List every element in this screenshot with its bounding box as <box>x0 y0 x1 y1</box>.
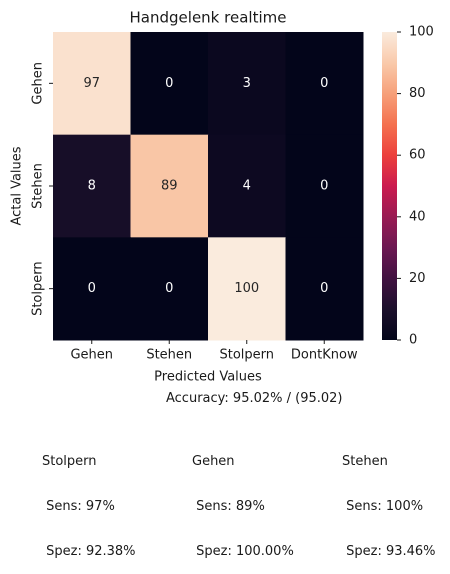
metric-spez: Spez: 92.38% <box>42 544 136 559</box>
cell-value-label: 100 <box>234 281 259 296</box>
metric-block-gehen: Gehen Sens: 89% Spez: 100.00% <box>192 424 294 574</box>
heatmap-cell <box>53 237 131 341</box>
heatmap-cell <box>130 134 209 238</box>
cell-value-label: 3 <box>243 76 251 91</box>
chart-title: Handgelenk realtime <box>130 9 287 27</box>
colorbar-tick-label: 20 <box>409 271 426 286</box>
colorbar-tick-label: 80 <box>409 86 426 101</box>
colorbar <box>382 32 397 340</box>
accuracy-text: Accuracy: 95.02% / (95.02) <box>166 391 343 406</box>
heatmap-cell <box>53 32 131 136</box>
cell-value-label: 97 <box>83 76 100 91</box>
cell-value-label: 0 <box>165 76 173 91</box>
metric-sens: Sens: 100% <box>342 499 424 514</box>
cell-value-label: 0 <box>165 281 173 296</box>
colorbar-tick-label: 100 <box>409 25 434 40</box>
y-tick-label: Gehen <box>31 62 46 105</box>
y-axis-label: Actal Values <box>10 146 25 225</box>
cell-value-label: 0 <box>320 281 328 296</box>
y-tick-label: Stolpern <box>31 261 46 316</box>
colorbar-tick-label: 60 <box>409 148 426 163</box>
x-axis-label: Predicted Values <box>154 370 262 385</box>
cell-value-label: 89 <box>161 179 178 194</box>
y-tick-label: Stehen <box>31 163 46 209</box>
metric-label: Stolpern <box>42 454 97 469</box>
heatmap-cell <box>208 134 286 238</box>
metric-label: Stehen <box>342 454 388 469</box>
cell-value-label: 4 <box>243 179 251 194</box>
cell-value-label: 8 <box>88 179 96 194</box>
colorbar-tick-label: 0 <box>409 333 417 348</box>
metric-block-stehen: Stehen Sens: 100% Spez: 93.46% <box>342 424 436 574</box>
cell-value-label: 0 <box>320 179 328 194</box>
x-tick-label: Stolpern <box>219 348 274 363</box>
metric-label: Gehen <box>192 454 235 469</box>
x-tick-label: Gehen <box>70 348 113 363</box>
heatmap-cell <box>53 134 131 238</box>
heatmap-cell <box>208 237 286 341</box>
metric-spez: Spez: 100.00% <box>192 544 294 559</box>
heatmap-cell <box>285 32 364 136</box>
x-tick-label: DontKnow <box>291 348 358 363</box>
metric-block-stolpern: Stolpern Sens: 97% Spez: 92.38% <box>42 424 136 574</box>
metric-sens: Sens: 97% <box>42 499 115 514</box>
heatmap-cell <box>130 32 209 136</box>
cell-value-label: 0 <box>88 281 96 296</box>
heatmap-cell <box>285 237 364 341</box>
x-tick-label: Stehen <box>146 348 192 363</box>
heatmap-cell <box>130 237 209 341</box>
heatmap-cell <box>208 32 286 136</box>
cell-value-label: 0 <box>320 76 328 91</box>
metric-sens: Sens: 89% <box>192 499 265 514</box>
colorbar-tick-label: 40 <box>409 209 426 224</box>
heatmap-cell <box>285 134 364 238</box>
metric-spez: Spez: 93.46% <box>342 544 436 559</box>
